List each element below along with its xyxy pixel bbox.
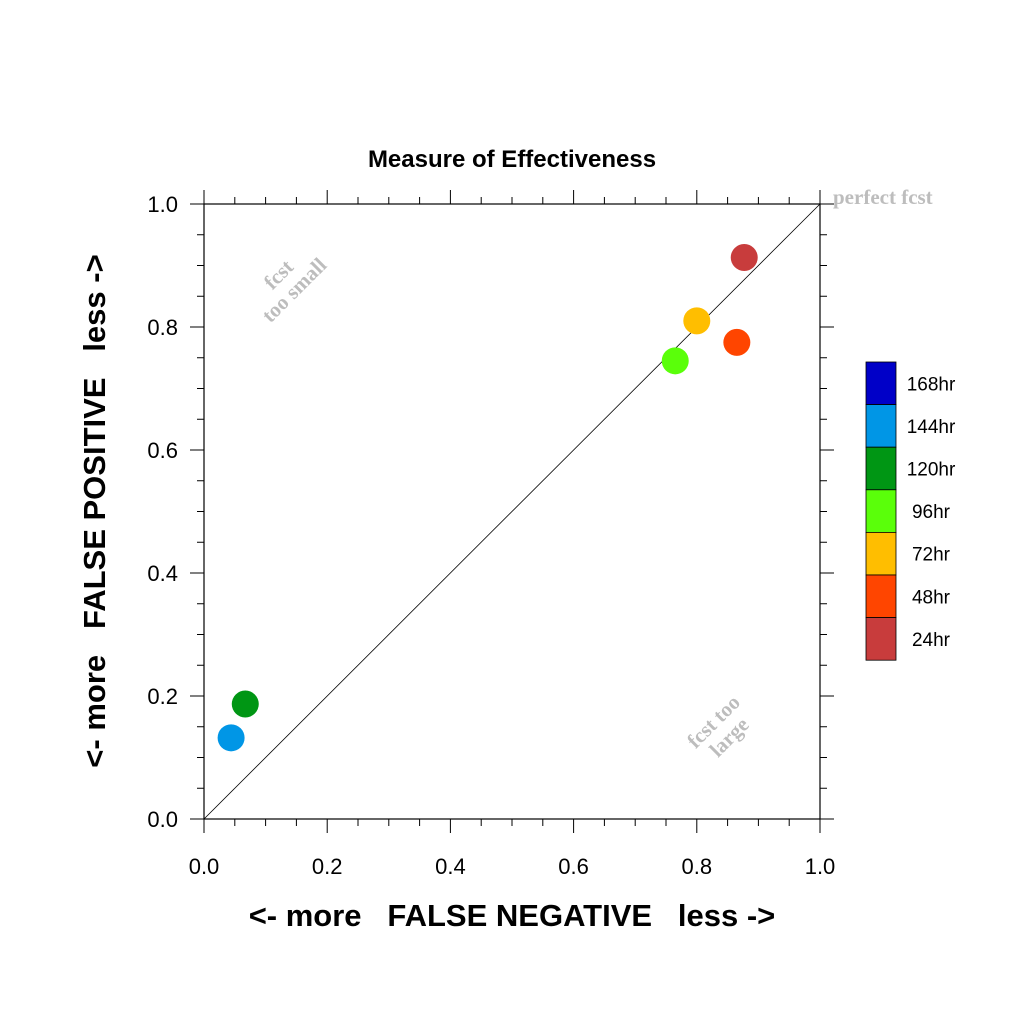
point-72hr — [683, 307, 711, 335]
x-tick-label: 0.4 — [435, 854, 466, 879]
point-24hr — [730, 244, 758, 272]
axis-ticks — [190, 190, 834, 833]
x-axis-label: <- more FALSE NEGATIVE less -> — [249, 898, 776, 933]
y-tick-label: 1.0 — [147, 192, 178, 217]
x-tick-label: 0.0 — [189, 854, 220, 879]
y-tick-label: 0.0 — [147, 807, 178, 832]
legend-label-144hr: 144hr — [907, 417, 956, 438]
x-tick-label: 0.6 — [558, 854, 589, 879]
legend-swatch-120hr — [865, 446, 897, 491]
chart-title: Measure of Effectiveness — [368, 146, 656, 173]
too-large-annotation: fcst too large — [682, 690, 753, 761]
legend-label-96hr: 96hr — [912, 502, 951, 523]
point-144hr — [217, 724, 245, 752]
too-small-annotation: fcst too small — [257, 253, 331, 327]
legend-label-24hr: 24hr — [912, 630, 951, 651]
legend-label-72hr: 72hr — [912, 545, 951, 566]
y-tick-label: 0.6 — [147, 438, 178, 463]
legend-swatch-48hr — [865, 574, 897, 618]
legend-swatch-96hr — [865, 489, 897, 533]
point-120hr — [231, 690, 259, 718]
y-tick-label: 0.8 — [147, 315, 178, 340]
x-tick-label: 1.0 — [805, 854, 836, 879]
legend-swatch-168hr — [865, 361, 897, 405]
too-small-line-2: too small — [257, 253, 331, 327]
legend-swatch-144hr — [865, 404, 897, 448]
x-tick-label: 0.8 — [682, 854, 713, 879]
y-axis-label: <- more FALSE POSITIVE less -> — [77, 254, 112, 767]
y-tick-labels: 0.0 0.2 0.4 0.6 0.8 1.0 — [147, 192, 178, 832]
x-tick-labels: 0.0 0.2 0.4 0.6 0.8 1.0 — [189, 854, 836, 879]
data-points — [217, 244, 758, 752]
plot-frame — [203, 203, 821, 820]
legend-swatch-24hr — [865, 617, 897, 661]
perfect-fcst-annotation: perfect fcst — [833, 185, 933, 209]
point-48hr — [723, 328, 751, 356]
legend-swatch-72hr — [865, 532, 897, 576]
legend-label-120hr: 120hr — [907, 460, 956, 481]
legend-label-168hr: 168hr — [907, 374, 956, 395]
perfect-forecast-line — [203, 203, 821, 820]
x-tick-label: 0.2 — [312, 854, 343, 879]
point-96hr — [661, 347, 689, 375]
legend: 168hr 144hr 120hr 96hr 72hr 48hr 24hr — [865, 361, 956, 661]
y-tick-label: 0.2 — [147, 684, 178, 709]
y-tick-label: 0.4 — [147, 561, 178, 586]
legend-label-48hr: 48hr — [912, 587, 951, 608]
